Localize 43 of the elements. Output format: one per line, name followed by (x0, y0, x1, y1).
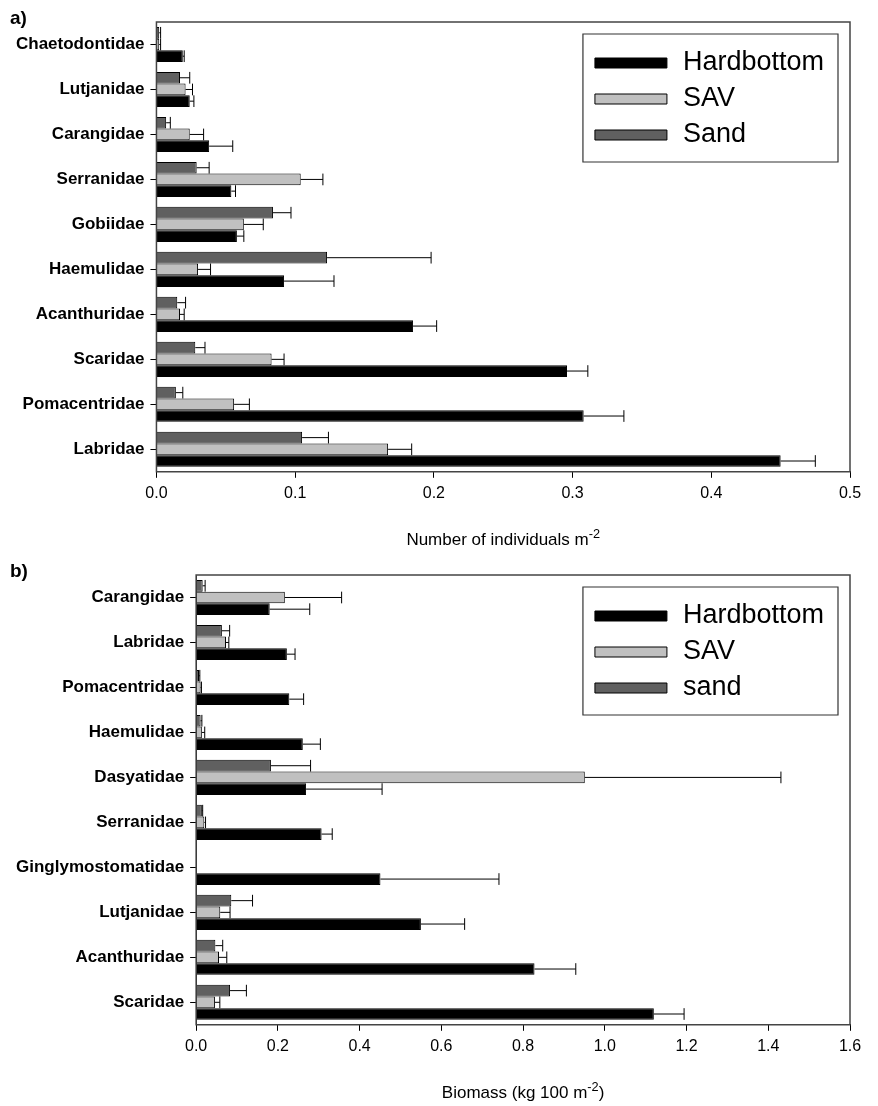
legend-label: sand (682, 671, 742, 702)
y-tick-label: Acanthuridae (35, 304, 145, 324)
y-tick-label: Serranidae (56, 169, 145, 189)
chart-title: a) (10, 7, 27, 28)
legend-label: Hardbottom (682, 599, 825, 630)
y-tick-label: Carangidae (51, 124, 145, 144)
legend-label: SAV (682, 82, 735, 113)
y-tick-label: Dasyatidae (94, 767, 185, 787)
x-tick-label: 0.4 (700, 483, 723, 501)
y-tick-label: Gobiidae (71, 214, 145, 234)
y-tick-label: Pomacentridae (62, 677, 185, 697)
x-tick-label: 0.2 (266, 1036, 290, 1054)
y-tick-label: Labridae (73, 439, 145, 458)
y-tick-label: Haemulidae (49, 259, 145, 279)
x-tick-label: 0.0 (185, 1036, 208, 1054)
x-tick-label: 0.3 (561, 483, 584, 501)
x-tick-label: 0.6 (430, 1036, 453, 1054)
y-tick-label: Serranidae (96, 812, 185, 832)
x-tick-label: 0.2 (422, 483, 446, 501)
text: b) (10, 560, 28, 581)
y-tick-label: Lutjanidae (59, 79, 145, 99)
y-tick-label: Chaetodontidae (15, 34, 145, 54)
x-tick-label: 1.2 (675, 1036, 698, 1054)
x-tick-label: 0.5 (838, 483, 862, 501)
y-tick-label: Scaridae (113, 992, 185, 1011)
y-tick-label: Ginglymostomatidae (16, 857, 185, 877)
y-tick-label: Labridae (113, 632, 185, 652)
x-tick-label: 1.6 (838, 1036, 862, 1054)
y-tick-label: Scaridae (73, 349, 145, 369)
x-tick-label: 0.4 (348, 1036, 371, 1054)
x-tick-label: 1.4 (757, 1036, 780, 1054)
legend-label: SAV (682, 635, 735, 666)
x-tick-label: 1.0 (593, 1036, 617, 1054)
x-tick-label: 0.1 (284, 483, 307, 501)
y-tick-label: Haemulidae (88, 722, 185, 742)
legend-label: Hardbottom (682, 46, 825, 77)
legend-label: Sand (682, 118, 746, 149)
y-tick-label: Acanthuridae (75, 947, 185, 967)
y-tick-label: Lutjanidae (99, 902, 185, 922)
y-tick-label: Carangidae (91, 587, 185, 607)
x-tick-label: 0.0 (145, 483, 168, 501)
x-tick-label: 0.8 (511, 1036, 535, 1054)
y-tick-label: Pomacentridae (22, 394, 145, 414)
